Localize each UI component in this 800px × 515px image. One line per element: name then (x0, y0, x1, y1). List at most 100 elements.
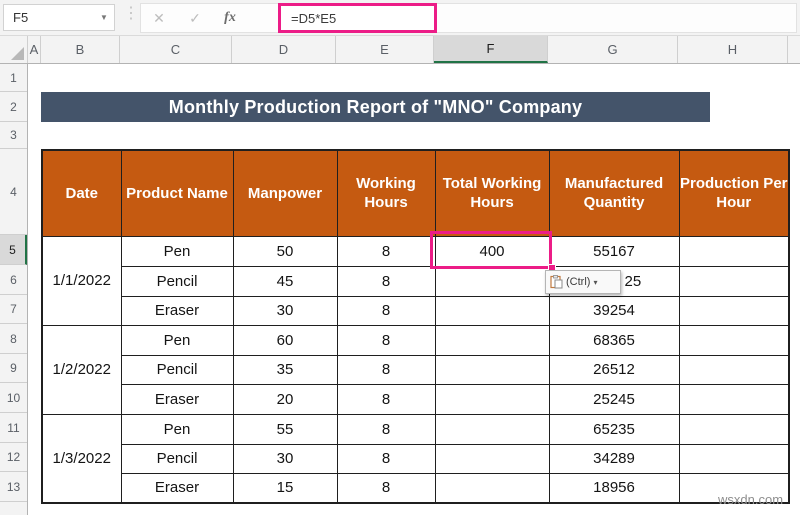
cell-manufactured-quantity[interactable]: 68365 (548, 324, 680, 356)
cell-total-working-hours[interactable] (434, 472, 550, 504)
cell-total-working-hours[interactable] (434, 413, 550, 445)
fx-insert-function-icon[interactable]: fx (224, 10, 236, 25)
cell-total-working-hours[interactable] (434, 354, 550, 385)
cell-manufactured-quantity[interactable]: 39254 (548, 295, 680, 326)
select-all-corner[interactable] (0, 36, 28, 63)
cell-production-per-hour[interactable] (678, 443, 790, 474)
column-header-b[interactable]: B (41, 36, 120, 63)
cell-working-hours[interactable]: 8 (336, 235, 436, 267)
cell-manpower[interactable]: 20 (232, 383, 338, 415)
cell-total-working-hours[interactable] (434, 324, 550, 356)
cell-manpower[interactable]: 30 (232, 443, 338, 474)
cell-working-hours[interactable]: 8 (336, 265, 436, 297)
cell-working-hours[interactable]: 8 (336, 413, 436, 445)
row-header-2[interactable]: 2 (0, 92, 27, 122)
row-header-3[interactable]: 3 (0, 122, 27, 149)
paste-options-label: (Ctrl) (566, 276, 591, 288)
cell-production-per-hour[interactable] (678, 265, 790, 297)
header-product-name[interactable]: Product Name (120, 149, 234, 237)
cell-manufactured-quantity[interactable]: 55167 (548, 235, 680, 267)
cell-product[interactable]: Eraser (120, 295, 234, 326)
cell-working-hours[interactable]: 8 (336, 383, 436, 415)
cell-production-per-hour[interactable] (678, 295, 790, 326)
cell-total-working-hours-f5[interactable]: 400 (434, 235, 550, 267)
cell-manpower[interactable]: 35 (232, 354, 338, 385)
formula-bar[interactable]: ✕ ✓ fx (140, 3, 797, 33)
cell-manufactured-quantity[interactable]: 25245 (548, 383, 680, 415)
cell-total-working-hours[interactable] (434, 265, 550, 297)
row-header-9[interactable]: 9 (0, 354, 27, 383)
cell-total-working-hours[interactable] (434, 383, 550, 415)
report-title-cell[interactable]: Monthly Production Report of "MNO" Compa… (41, 92, 710, 122)
cell-production-per-hour[interactable] (678, 354, 790, 385)
formula-text[interactable]: =D5*E5 (291, 10, 337, 26)
column-header-h[interactable]: H (678, 36, 788, 63)
cell-product[interactable]: Pen (120, 413, 234, 445)
cell-date[interactable]: 1/2/2022 (41, 324, 122, 415)
cell-manpower[interactable]: 55 (232, 413, 338, 445)
enter-check-icon[interactable]: ✓ (189, 9, 201, 26)
cell-manufactured-quantity[interactable]: 18956 (548, 472, 680, 504)
cell-production-per-hour[interactable] (678, 472, 790, 504)
header-total-working-hours[interactable]: Total Working Hours (434, 149, 550, 237)
chevron-down-icon[interactable]: ▼ (100, 13, 108, 22)
cell-manpower[interactable]: 50 (232, 235, 338, 267)
cell-manufactured-quantity[interactable]: 34289 (548, 443, 680, 474)
column-header-row: A B C D E F G H (0, 36, 800, 64)
cell-manpower[interactable]: 15 (232, 472, 338, 504)
cell-production-per-hour[interactable] (678, 324, 790, 356)
row-header-10[interactable]: 10 (0, 383, 27, 413)
cell-manpower[interactable]: 30 (232, 295, 338, 326)
row-header-12[interactable]: 12 (0, 443, 27, 472)
column-header-c[interactable]: C (120, 36, 232, 63)
header-manpower[interactable]: Manpower (232, 149, 338, 237)
cell-date[interactable]: 1/3/2022 (41, 413, 122, 504)
name-box[interactable]: F5 ▼ (3, 4, 115, 31)
column-header-d[interactable]: D (232, 36, 336, 63)
header-working-hours[interactable]: Working Hours (336, 149, 436, 237)
cell-working-hours[interactable]: 8 (336, 324, 436, 356)
row-header-1[interactable]: 1 (0, 64, 27, 92)
table-row: 1/3/2022 Pen 55 8 65235 (41, 413, 790, 504)
row-header-11[interactable]: 11 (0, 413, 27, 443)
cell-production-per-hour[interactable] (678, 413, 790, 445)
row-header-7[interactable]: 7 (0, 295, 27, 324)
column-header-e[interactable]: E (336, 36, 434, 63)
paste-options-button[interactable]: (Ctrl) ▾ (545, 270, 621, 294)
cell-production-per-hour[interactable] (678, 383, 790, 415)
row-header-6[interactable]: 6 (0, 265, 27, 295)
cell-manufactured-quantity[interactable]: 65235 (548, 413, 680, 445)
cell-product[interactable]: Pencil (120, 443, 234, 474)
cell-manufactured-quantity[interactable]: 26512 (548, 354, 680, 385)
cell-product[interactable]: Eraser (120, 472, 234, 504)
cell-date[interactable]: 1/1/2022 (41, 235, 122, 326)
cell-product[interactable]: Pencil (120, 354, 234, 385)
clipboard-icon (550, 275, 563, 289)
cell-product[interactable]: Pen (120, 235, 234, 267)
cancel-icon[interactable]: ✕ (153, 9, 165, 26)
header-date[interactable]: Date (41, 149, 122, 237)
production-table: Date Product Name Manpower Working Hours… (41, 149, 790, 504)
cell-working-hours[interactable]: 8 (336, 472, 436, 504)
cell-manpower[interactable]: 45 (232, 265, 338, 297)
row-header-13[interactable]: 13 (0, 472, 27, 502)
cell-working-hours[interactable]: 8 (336, 354, 436, 385)
cell-product[interactable]: Pen (120, 324, 234, 356)
cell-working-hours[interactable]: 8 (336, 443, 436, 474)
cell-total-working-hours[interactable] (434, 295, 550, 326)
cell-product[interactable]: Pencil (120, 265, 234, 297)
row-header-8[interactable]: 8 (0, 324, 27, 354)
row-header-5-selected[interactable]: 5 (0, 235, 27, 265)
column-header-g[interactable]: G (548, 36, 678, 63)
cell-production-per-hour[interactable] (678, 235, 790, 267)
column-header-f-selected[interactable]: F (434, 36, 548, 63)
cell-working-hours[interactable]: 8 (336, 295, 436, 326)
cell-total-working-hours[interactable] (434, 443, 550, 474)
header-manufactured-quantity[interactable]: Manufactured Quantity (548, 149, 680, 237)
header-production-per-hour[interactable]: Production Per Hour (678, 149, 790, 237)
row-header-4[interactable]: 4 (0, 149, 27, 235)
column-header-a[interactable]: A (28, 36, 41, 63)
row-header-column: 1 2 3 4 5 6 7 8 9 10 11 12 13 (0, 64, 28, 515)
cell-manpower[interactable]: 60 (232, 324, 338, 356)
cell-product[interactable]: Eraser (120, 383, 234, 415)
